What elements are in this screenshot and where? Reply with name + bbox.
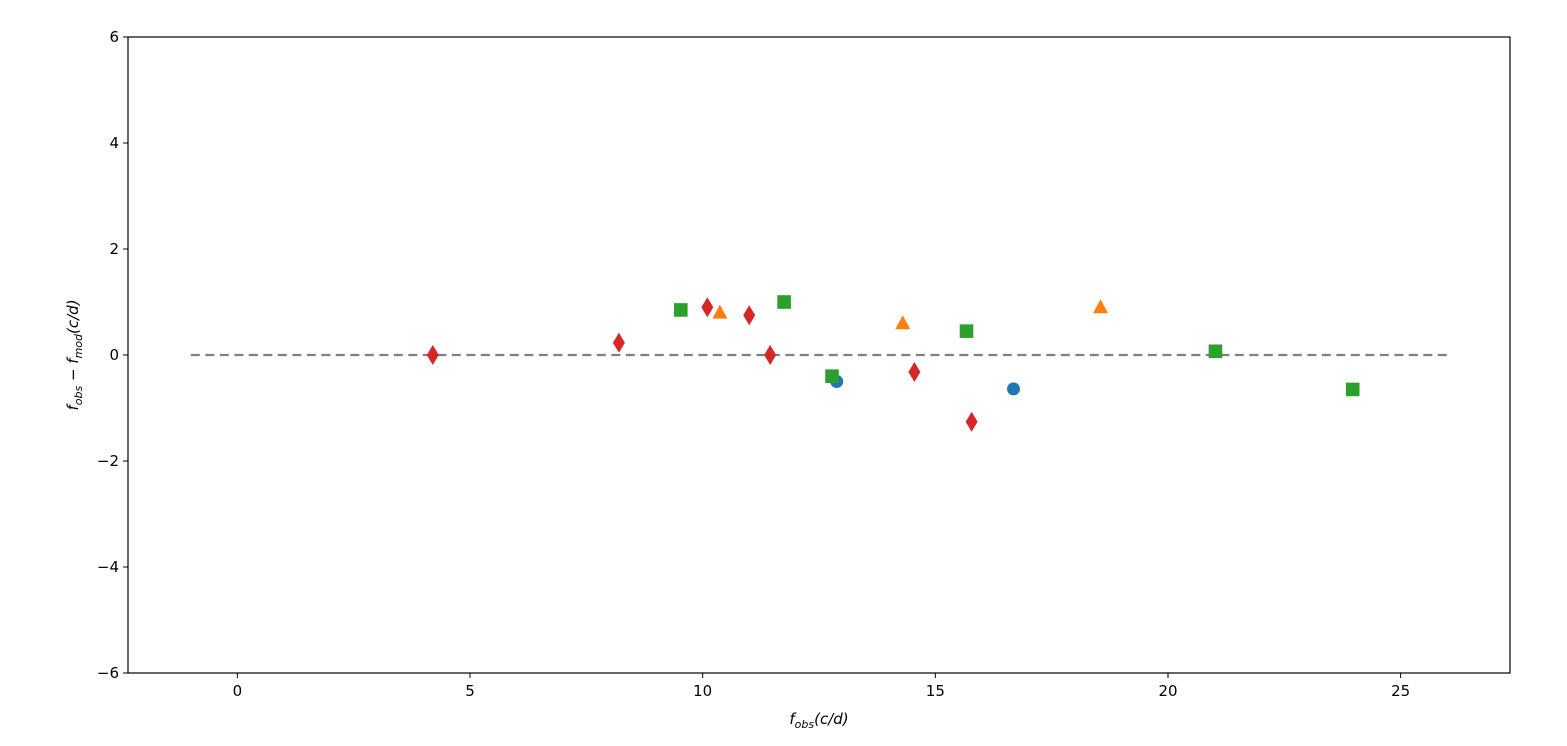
y-tick-label: 6 (109, 28, 119, 46)
y-tick-label: −4 (97, 558, 119, 576)
data-point-diamond (701, 297, 714, 318)
data-point-circle (1007, 382, 1021, 396)
data-point-diamond (612, 332, 625, 353)
data-point-square (777, 295, 791, 309)
data-point-diamond (764, 345, 777, 365)
x-axis-label: fobs(c/d) (789, 710, 848, 731)
data-point-triangle (895, 315, 911, 330)
data-point-square (825, 369, 839, 383)
y-tick-label: 0 (109, 346, 119, 364)
data-point-square (1208, 344, 1223, 359)
y-tick-label: −2 (97, 452, 119, 470)
x-axis-ticks: 0 5 10 15 20 25 (233, 673, 1410, 700)
y-tick-label: −6 (97, 664, 119, 682)
x-tick-label: 0 (233, 682, 243, 700)
y-axis-label: fobs − fmod(c/d) (64, 299, 85, 410)
x-tick-label: 25 (1391, 682, 1410, 700)
data-point-diamond (743, 305, 756, 326)
x-tick-label: 5 (465, 682, 475, 700)
data-points (426, 295, 1360, 432)
y-tick-label: 4 (109, 134, 119, 152)
data-point-square (1345, 382, 1360, 397)
data-point-triangle (1093, 299, 1109, 314)
x-tick-label: 15 (926, 682, 945, 700)
data-point-diamond (908, 361, 921, 382)
data-point-triangle (712, 304, 728, 319)
x-tick-label: 20 (1158, 682, 1177, 700)
y-tick-label: 2 (109, 240, 119, 258)
data-point-square (674, 303, 688, 317)
x-tick-label: 10 (693, 682, 712, 700)
data-point-square (959, 324, 974, 338)
y-axis-ticks: −6 −4 −2 0 2 4 6 (97, 28, 128, 682)
data-point-diamond (426, 345, 439, 365)
data-point-diamond (965, 411, 978, 432)
